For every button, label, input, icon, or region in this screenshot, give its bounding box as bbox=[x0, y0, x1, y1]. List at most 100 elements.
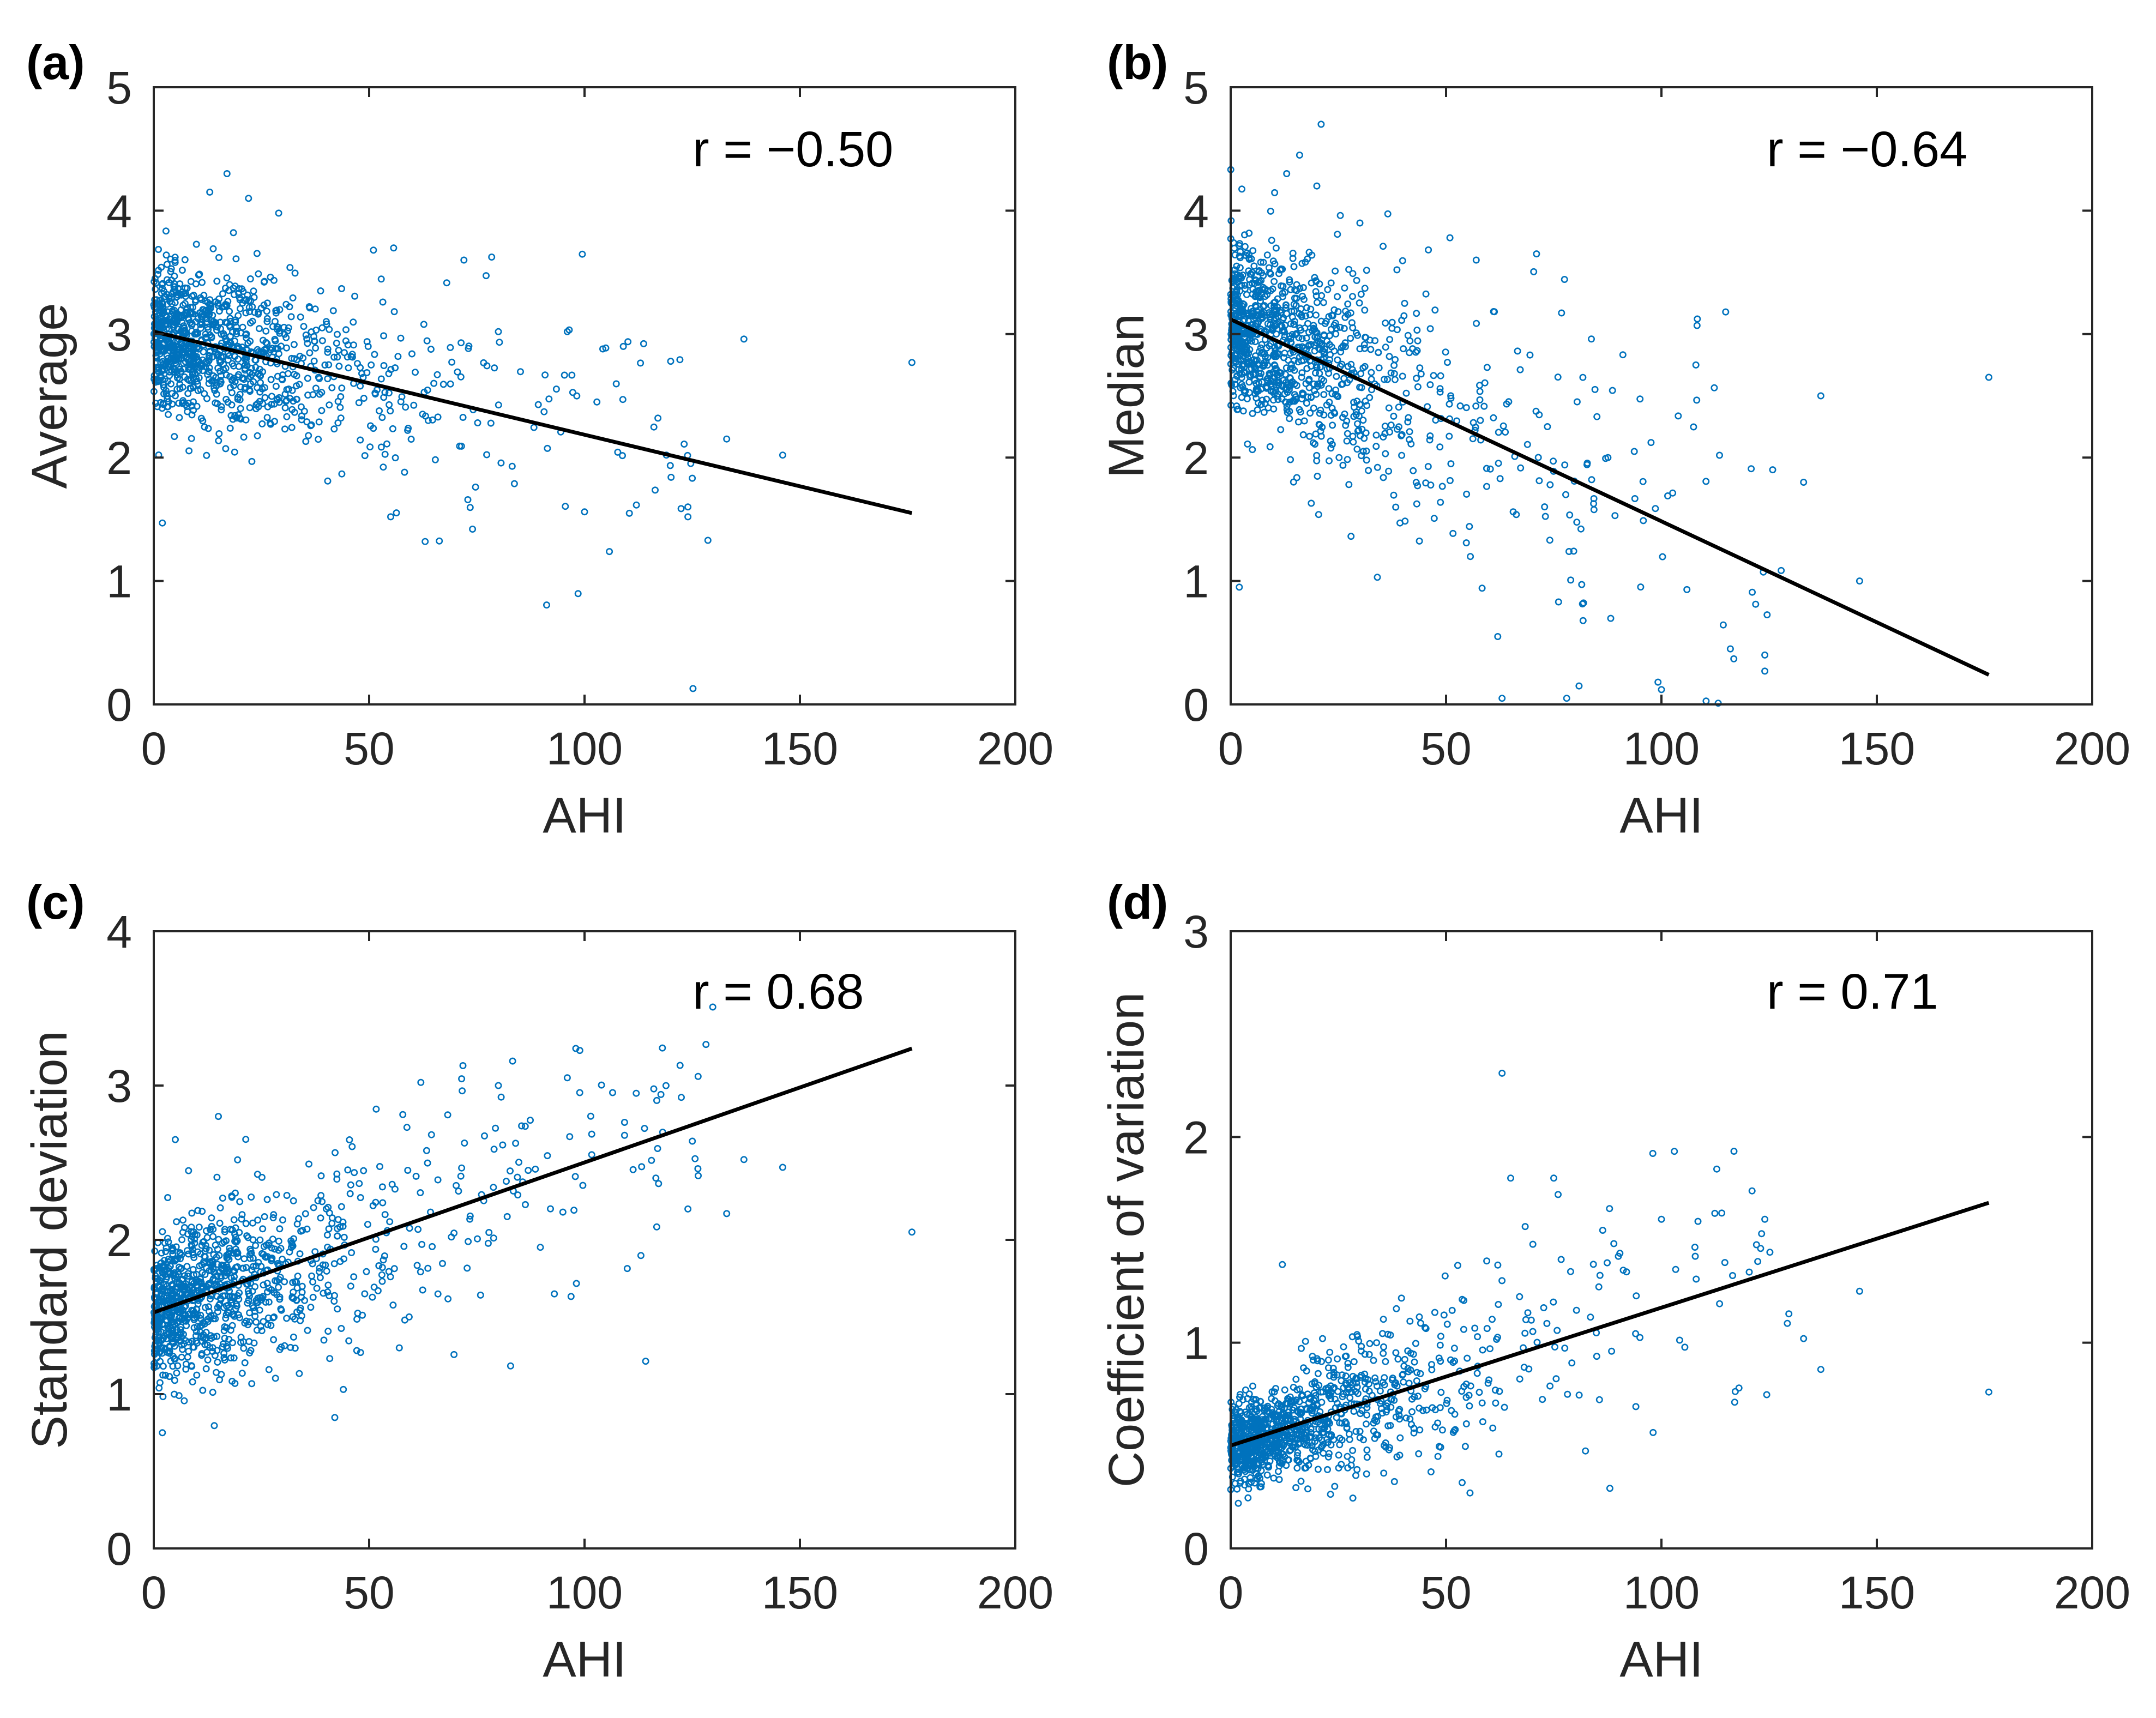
data-point bbox=[241, 355, 249, 363]
data-point bbox=[1255, 369, 1263, 377]
data-point bbox=[208, 333, 215, 340]
data-point bbox=[1540, 1304, 1547, 1312]
data-point bbox=[168, 1247, 176, 1255]
data-point bbox=[1380, 1316, 1387, 1323]
data-point bbox=[215, 254, 222, 261]
data-point bbox=[1317, 120, 1325, 128]
data-point bbox=[1317, 406, 1324, 414]
data-point bbox=[1530, 268, 1538, 275]
data-point bbox=[1568, 1359, 1576, 1367]
data-point bbox=[174, 1362, 182, 1370]
data-point bbox=[387, 513, 394, 521]
data-point bbox=[1297, 408, 1304, 416]
data-point bbox=[1249, 290, 1256, 298]
data-point bbox=[194, 329, 202, 337]
data-point bbox=[1396, 1415, 1404, 1423]
data-point bbox=[177, 367, 185, 375]
x-tick-label: 50 bbox=[344, 723, 394, 774]
data-point bbox=[1334, 293, 1341, 300]
data-point bbox=[291, 1345, 299, 1352]
data-point bbox=[1619, 1267, 1627, 1274]
data-point bbox=[290, 1197, 297, 1204]
data-point bbox=[1437, 1389, 1445, 1396]
data-point bbox=[463, 1264, 471, 1272]
data-point bbox=[1338, 360, 1346, 368]
data-point bbox=[276, 1295, 284, 1303]
data-point bbox=[1467, 553, 1474, 560]
data-point bbox=[497, 1093, 505, 1101]
data-point bbox=[689, 685, 697, 692]
data-point bbox=[1344, 1452, 1351, 1460]
data-point bbox=[162, 227, 170, 235]
data-point bbox=[1288, 308, 1296, 315]
data-point bbox=[1726, 645, 1734, 653]
data-point bbox=[1333, 1371, 1341, 1379]
data-point bbox=[231, 337, 238, 345]
data-point bbox=[459, 1087, 466, 1095]
data-point bbox=[264, 403, 272, 411]
data-point bbox=[1253, 1407, 1261, 1415]
y-axis-title: Median bbox=[1099, 314, 1154, 478]
data-point bbox=[246, 1349, 254, 1357]
data-point bbox=[1372, 443, 1380, 450]
data-point bbox=[1326, 1348, 1334, 1356]
data-point bbox=[1462, 1420, 1470, 1428]
data-point bbox=[335, 346, 342, 354]
data-point bbox=[259, 1225, 267, 1233]
data-point bbox=[1381, 423, 1389, 430]
data-point bbox=[495, 328, 502, 335]
y-tick-label: 2 bbox=[1183, 1112, 1209, 1163]
data-point bbox=[1607, 614, 1615, 622]
data-point bbox=[238, 1370, 246, 1377]
data-point bbox=[1693, 1275, 1700, 1283]
data-point bbox=[1298, 369, 1306, 377]
data-point bbox=[184, 1353, 191, 1361]
data-point bbox=[281, 330, 288, 338]
data-point bbox=[304, 1327, 311, 1334]
data-point bbox=[320, 1289, 327, 1297]
data-point bbox=[518, 1122, 526, 1130]
data-point bbox=[1302, 258, 1309, 266]
data-point bbox=[316, 1274, 324, 1281]
data-point bbox=[152, 285, 159, 293]
data-point bbox=[1328, 311, 1335, 319]
data-point bbox=[203, 1334, 210, 1342]
data-point bbox=[1281, 349, 1288, 357]
data-point bbox=[662, 1082, 670, 1089]
data-point bbox=[1399, 1371, 1407, 1378]
data-point bbox=[158, 281, 166, 288]
data-point bbox=[689, 474, 696, 482]
data-point bbox=[249, 1287, 256, 1295]
data-point bbox=[1337, 348, 1345, 355]
data-point bbox=[1406, 428, 1413, 436]
data-point bbox=[1498, 1277, 1506, 1285]
data-point bbox=[1763, 1391, 1770, 1398]
data-point bbox=[255, 270, 262, 278]
data-point bbox=[1476, 1389, 1483, 1396]
data-point bbox=[1266, 1457, 1274, 1465]
data-point bbox=[357, 382, 364, 390]
data-point bbox=[1461, 1443, 1469, 1450]
data-point bbox=[1410, 1429, 1418, 1437]
data-point bbox=[226, 308, 233, 315]
data-point bbox=[221, 1228, 228, 1235]
data-point bbox=[1267, 381, 1274, 388]
data-point bbox=[360, 394, 368, 402]
data-point bbox=[1413, 1377, 1420, 1385]
data-point bbox=[1345, 481, 1353, 489]
data-point bbox=[1356, 345, 1364, 353]
data-point bbox=[1246, 1474, 1254, 1481]
data-point bbox=[221, 1226, 228, 1233]
data-point bbox=[456, 442, 463, 450]
data-point bbox=[619, 396, 627, 403]
data-point bbox=[1730, 1148, 1738, 1155]
data-point bbox=[421, 538, 429, 545]
data-point bbox=[372, 1245, 380, 1253]
data-point bbox=[380, 332, 388, 340]
data-point bbox=[1544, 423, 1551, 430]
data-point bbox=[1311, 274, 1318, 281]
data-point bbox=[190, 358, 198, 366]
data-point bbox=[1718, 1209, 1726, 1217]
data-point bbox=[1754, 1258, 1762, 1265]
